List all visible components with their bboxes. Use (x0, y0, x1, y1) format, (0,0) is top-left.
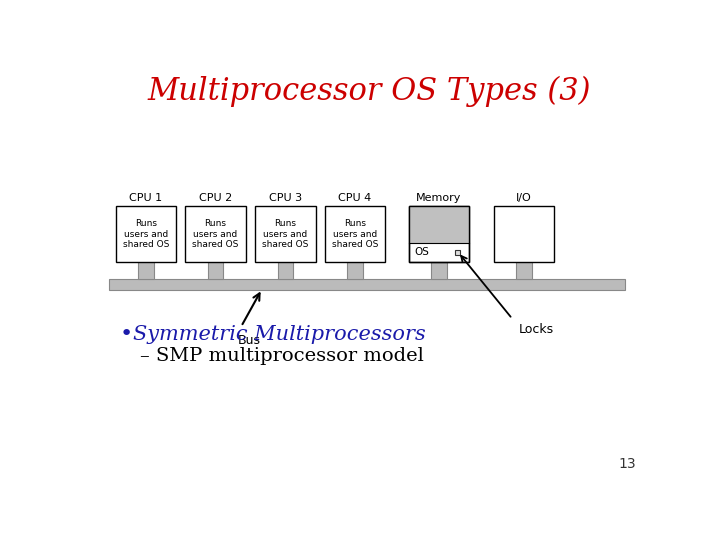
Bar (408, 206, 469, 262)
Text: Runs
users and
shared OS: Runs users and shared OS (122, 219, 169, 249)
Bar (109, 279, 625, 289)
Bar (431, 262, 446, 279)
Text: CPU 2: CPU 2 (199, 193, 232, 202)
Text: Runs
users and
shared OS: Runs users and shared OS (332, 219, 378, 249)
Bar (408, 206, 469, 242)
Bar (494, 206, 554, 262)
Bar (116, 206, 176, 262)
Bar (408, 206, 469, 262)
Text: Multiprocessor OS Types (3): Multiprocessor OS Types (3) (148, 76, 590, 107)
Text: I/O: I/O (516, 193, 532, 202)
Bar (516, 262, 532, 279)
Bar (277, 262, 293, 279)
Bar (347, 262, 363, 279)
Text: Locks: Locks (518, 323, 554, 336)
Text: OS: OS (415, 247, 430, 257)
Bar (255, 206, 315, 262)
Bar (455, 249, 461, 255)
Text: Runs
users and
shared OS: Runs users and shared OS (192, 219, 239, 249)
Text: Symmetric Multiprocessors: Symmetric Multiprocessors (132, 325, 426, 344)
Text: – SMP multiprocessor model: – SMP multiprocessor model (140, 347, 424, 365)
Text: CPU 4: CPU 4 (338, 193, 372, 202)
Text: 13: 13 (618, 457, 636, 471)
Bar (138, 262, 153, 279)
Bar (208, 262, 223, 279)
Text: Runs
users and
shared OS: Runs users and shared OS (262, 219, 308, 249)
Text: Bus: Bus (238, 334, 261, 347)
Text: CPU 1: CPU 1 (129, 193, 163, 202)
Text: Memory: Memory (416, 193, 462, 202)
Text: •: • (120, 325, 132, 345)
Bar (185, 206, 246, 262)
Bar (325, 206, 385, 262)
Text: CPU 3: CPU 3 (269, 193, 302, 202)
